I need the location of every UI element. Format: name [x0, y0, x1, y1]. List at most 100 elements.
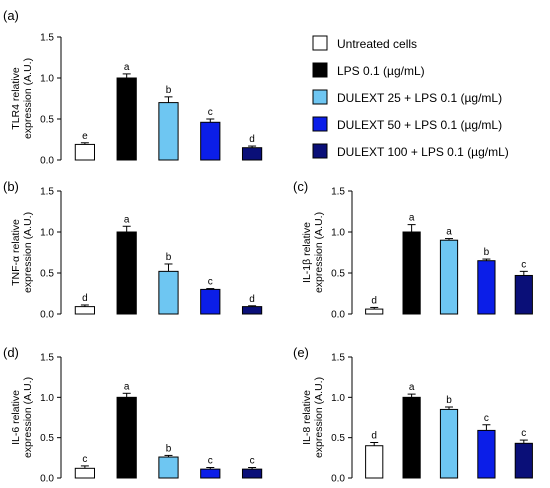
significance-label: a [124, 381, 130, 392]
bar-untreated [74, 467, 95, 479]
bar-dulext100 [241, 147, 263, 161]
y-tick-label: 1.5 [331, 353, 345, 364]
legend-item: DULEXT 100 + LPS 0.1 (µg/mL) [312, 143, 509, 159]
bar-dulext25 [158, 270, 179, 315]
y-axis-label-line: expression (A.U.) [313, 377, 325, 458]
significance-label: a [409, 213, 415, 224]
y-axis-label-line: IL-8 relative [301, 390, 313, 445]
y-axis-label-line: expression (A.U.) [22, 58, 34, 139]
panel-label: (e) [293, 345, 309, 360]
panel-label: (c) [293, 179, 308, 194]
significance-label: c [82, 454, 87, 465]
significance-label: c [484, 413, 489, 424]
significance-label: c [208, 456, 213, 467]
legend-swatch [312, 62, 328, 78]
y-tick-label: 0.0 [40, 156, 54, 167]
significance-label: c [208, 107, 213, 118]
y-axis-label-line: IL-6 relative [10, 390, 22, 445]
bar-dulext100 [241, 306, 263, 315]
y-axis-label-line: expression (A.U.) [313, 212, 325, 293]
legend-label: DULEXT 50 + LPS 0.1 (µg/mL) [337, 118, 502, 132]
bar-dulext25 [158, 102, 179, 161]
y-tick-label: 1.0 [40, 393, 54, 404]
legend-item: LPS 0.1 (µg/mL) [312, 62, 425, 78]
y-axis-label: TLR4 relativeexpression (A.U.) [10, 58, 34, 139]
y-tick-label: 1.5 [40, 33, 54, 44]
y-tick-label: 1.0 [40, 74, 54, 85]
legend-item: Untreated cells [312, 35, 417, 51]
bar-dulext100 [514, 274, 533, 315]
y-tick-label: 0.0 [40, 474, 54, 485]
chart-panel-3: (c) 0.0 0.5 1.0 1.5 IL-1β relativeexpression … [293, 179, 533, 321]
y-tick-label: 0.5 [40, 269, 54, 280]
y-tick-label: 1.0 [40, 228, 54, 239]
significance-label: a [409, 382, 415, 393]
chart-panel-4: (d) 0.0 0.5 1.0 1.5 IL-6 relativeexpression (… [3, 345, 263, 485]
significance-label: e [82, 131, 88, 142]
y-axis-label-line: TLR4 relative [10, 67, 22, 130]
y-axis-label-line: TNF-α relative [10, 219, 22, 286]
significance-label: b [166, 252, 172, 263]
panel-label: (a) [3, 8, 19, 23]
bar-lps [402, 231, 421, 315]
significance-label: d [371, 295, 377, 306]
y-tick-label: 1.5 [40, 187, 54, 198]
bar-dulext50 [200, 288, 221, 315]
bar-dulext50 [200, 121, 221, 161]
bar-dulext25 [158, 456, 179, 479]
significance-label: d [82, 293, 88, 304]
bar-untreated [365, 308, 384, 315]
panel-label: (d) [3, 345, 19, 360]
y-axis-label: IL-8 relativeexpression (A.U.) [301, 377, 325, 458]
y-tick-label: 0.5 [40, 115, 54, 126]
y-tick-label: 1.0 [331, 228, 345, 239]
bar-untreated [74, 143, 95, 161]
legend-swatch [312, 143, 328, 159]
y-tick-label: 1.5 [331, 187, 345, 198]
legend-label: LPS 0.1 (µg/mL) [337, 64, 425, 78]
bar-dulext50 [477, 429, 496, 479]
bar-dulext100 [241, 468, 263, 479]
bar-lps [116, 231, 137, 315]
y-tick-label: 0.5 [40, 433, 54, 444]
significance-label: c [521, 259, 526, 270]
y-tick-label: 0.0 [40, 310, 54, 321]
bar-dulext50 [477, 260, 496, 315]
y-tick-label: 1.5 [40, 353, 54, 364]
y-tick-label: 1.0 [331, 393, 345, 404]
chart-panel-1: (a) 0.0 0.5 1.0 1.5 TLR4 relativeexpression (… [3, 8, 263, 167]
bar-lps [402, 396, 421, 479]
bar-untreated [365, 445, 384, 479]
significance-label: b [446, 395, 452, 406]
significance-label: b [484, 247, 490, 258]
y-tick-label: 0.0 [331, 310, 345, 321]
y-axis-label: IL-1β relativeexpression (A.U.) [301, 212, 325, 293]
legend: Untreated cells LPS 0.1 (µg/mL) DULEXT 25 … [312, 35, 509, 159]
y-axis-label-line: expression (A.U.) [22, 377, 34, 458]
y-tick-label: 0.5 [331, 433, 345, 444]
legend-label: Untreated cells [337, 37, 417, 51]
significance-label: d [249, 294, 255, 305]
significance-label: b [166, 443, 172, 454]
bar-dulext25 [439, 239, 459, 315]
y-axis-label: IL-6 relativeexpression (A.U.) [10, 377, 34, 458]
bar-lps [116, 77, 137, 161]
bar-lps [116, 396, 137, 479]
y-axis-label: TNF-α relativeexpression (A.U.) [10, 212, 34, 293]
y-axis-label-line: IL-1β relative [301, 222, 313, 283]
legend-label: DULEXT 100 + LPS 0.1 (µg/mL) [337, 145, 509, 159]
chart-panel-5: (e) 0.0 0.5 1.0 1.5 IL-8 relativeexpression (… [293, 345, 533, 485]
legend-swatch [312, 89, 328, 105]
significance-label: c [208, 277, 213, 288]
panel-label: (b) [3, 179, 19, 194]
chart-panel-2: (b) 0.0 0.5 1.0 1.5 TNF-α relativeexpression … [3, 179, 263, 321]
legend-item: DULEXT 50 + LPS 0.1 (µg/mL) [312, 116, 502, 132]
bar-dulext100 [514, 442, 533, 479]
bar-dulext50 [200, 468, 221, 479]
significance-label: d [249, 134, 255, 145]
y-tick-label: 0.5 [331, 269, 345, 280]
legend-swatch [312, 116, 328, 132]
y-tick-label: 0.0 [331, 474, 345, 485]
